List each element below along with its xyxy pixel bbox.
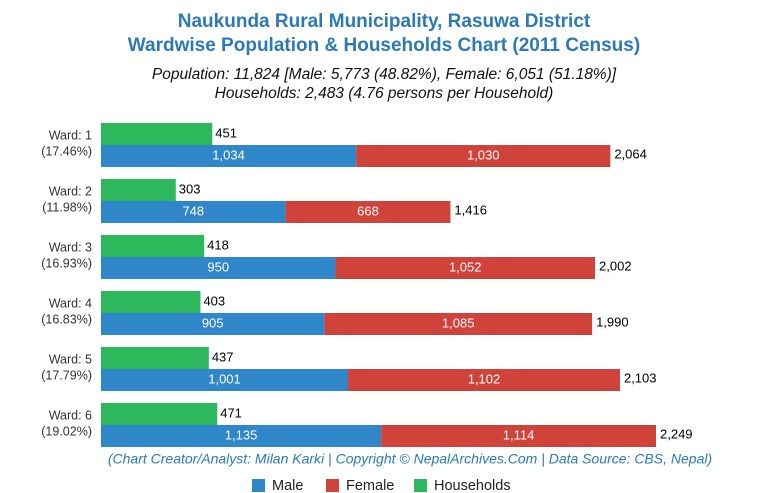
footer: (Chart Creator/Analyst: Milan Karki | Co… bbox=[108, 451, 712, 467]
population-bar bbox=[101, 201, 286, 223]
chart-title: Wardwise Population & Households Chart (… bbox=[128, 35, 640, 56]
population-bar bbox=[348, 369, 620, 391]
ward-label: Ward: 5 bbox=[49, 352, 92, 366]
value-label: 905 bbox=[202, 315, 224, 330]
value-label: 1,030 bbox=[467, 147, 500, 162]
chart-subtitle: Households: 2,483 (4.76 persons per Hous… bbox=[215, 85, 554, 102]
ward-share: (16.93%) bbox=[41, 256, 92, 270]
value-label: 1,102 bbox=[468, 371, 501, 386]
legend-label: Households bbox=[434, 478, 511, 493]
value-label: 668 bbox=[357, 203, 379, 218]
legend-swatch bbox=[326, 479, 339, 492]
total-label: 2,249 bbox=[660, 426, 693, 441]
total-label: 1,990 bbox=[596, 314, 629, 329]
ward-share: (17.79%) bbox=[41, 368, 92, 382]
households-label: 451 bbox=[215, 125, 237, 140]
households-bar bbox=[101, 347, 209, 369]
value-label: 1,001 bbox=[208, 371, 241, 386]
population-bar bbox=[324, 313, 593, 335]
population-bar bbox=[356, 145, 611, 167]
ward-share: (16.83%) bbox=[41, 312, 92, 326]
population-bar bbox=[101, 369, 349, 391]
households-label: 471 bbox=[220, 405, 242, 420]
ward-label: Ward: 3 bbox=[49, 240, 92, 254]
population-bar bbox=[101, 145, 357, 167]
households-bar bbox=[101, 235, 205, 257]
population-bar bbox=[285, 201, 451, 223]
ward-share: (11.98%) bbox=[42, 200, 92, 214]
ward-share: (17.46%) bbox=[41, 144, 92, 158]
total-label: 2,103 bbox=[624, 370, 657, 385]
households-label: 418 bbox=[207, 237, 229, 252]
legend-swatch bbox=[414, 479, 427, 492]
chart-title: Naukunda Rural Municipality, Rasuwa Dist… bbox=[178, 11, 591, 32]
legend-label: Female bbox=[346, 478, 394, 493]
ward-label: Ward: 4 bbox=[49, 296, 92, 310]
total-label: 2,064 bbox=[614, 146, 647, 161]
legend-label: Male bbox=[272, 478, 303, 493]
households-bar bbox=[101, 123, 213, 145]
households-label: 403 bbox=[203, 293, 225, 308]
population-bar bbox=[101, 425, 382, 447]
value-label: 950 bbox=[207, 259, 229, 274]
value-label: 1,085 bbox=[442, 315, 475, 330]
ward-share: (19.02%) bbox=[41, 424, 92, 438]
value-label: 1,114 bbox=[503, 427, 535, 442]
ward-label: Ward: 6 bbox=[49, 408, 92, 422]
population-bar bbox=[381, 425, 656, 447]
chart-subtitle: Population: 11,824 [Male: 5,773 (48.82%)… bbox=[152, 66, 617, 83]
population-bar bbox=[101, 257, 336, 279]
total-label: 2,002 bbox=[599, 258, 632, 273]
value-label: 1,034 bbox=[212, 147, 245, 162]
population-bar bbox=[335, 257, 596, 279]
legend-swatch bbox=[252, 479, 265, 492]
households-bar bbox=[101, 403, 218, 425]
value-label: 1,135 bbox=[225, 427, 258, 442]
households-bar bbox=[101, 179, 176, 201]
ward-label: Ward: 1 bbox=[49, 128, 92, 142]
population-bar bbox=[101, 313, 325, 335]
value-label: 1,052 bbox=[449, 259, 482, 274]
households-label: 437 bbox=[212, 349, 234, 364]
total-label: 1,416 bbox=[454, 202, 487, 217]
households-label: 303 bbox=[179, 181, 201, 196]
value-label: 748 bbox=[182, 203, 204, 218]
households-bar bbox=[101, 291, 201, 313]
ward-label: Ward: 2 bbox=[49, 184, 92, 198]
